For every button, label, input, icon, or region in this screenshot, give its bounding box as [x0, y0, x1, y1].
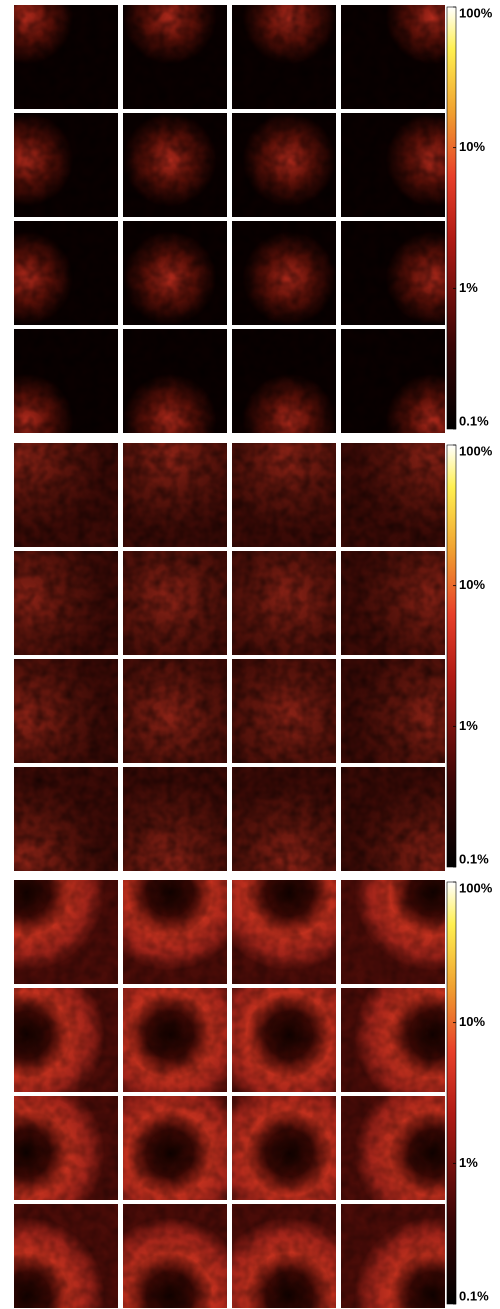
colorbar-tick-label: 1% [459, 280, 478, 295]
tile-texture [341, 5, 445, 109]
colorbar-tick-label: 10% [459, 139, 485, 154]
tile-texture [123, 443, 227, 547]
tile-texture [123, 551, 227, 655]
tile-texture [123, 113, 227, 217]
colorbar [447, 882, 456, 1304]
tile-texture [14, 5, 118, 109]
tile-texture [232, 1096, 336, 1200]
tile-texture [341, 1096, 445, 1200]
tile-texture [232, 988, 336, 1092]
tile-texture [123, 988, 227, 1092]
tile-texture [14, 1204, 118, 1308]
tile-texture [232, 659, 336, 763]
colorbar-tick-label: 100% [459, 880, 493, 895]
tile-texture [232, 443, 336, 547]
tile-texture [232, 551, 336, 655]
tile-texture [123, 1204, 227, 1308]
tile-texture [232, 880, 336, 984]
tile-texture [341, 767, 445, 871]
tile-texture [14, 443, 118, 547]
colorbar [447, 7, 456, 429]
colorbar-tick-label: 100% [459, 443, 493, 458]
tile-texture [341, 1204, 445, 1308]
figure: 0.1% 1% 10% 100% 0.1% 1% 10% 100% 0.1% 1% 10% 100% [0, 0, 500, 1309]
tile-texture [341, 113, 445, 217]
tile-texture [123, 1096, 227, 1200]
tile-texture [14, 659, 118, 763]
tile-texture [232, 221, 336, 325]
tile-texture [123, 880, 227, 984]
tile-texture [123, 659, 227, 763]
tile-texture [14, 988, 118, 1092]
tile-texture [341, 551, 445, 655]
tile-texture [123, 329, 227, 433]
tile-texture [14, 113, 118, 217]
tile-texture [341, 659, 445, 763]
colorbar-tick-label: 100% [459, 5, 493, 20]
tile-texture [232, 113, 336, 217]
tile-texture [123, 767, 227, 871]
colorbar-tick-label: 1% [459, 1155, 478, 1170]
tile-texture [341, 221, 445, 325]
tile-texture [14, 880, 118, 984]
tile-texture [232, 1204, 336, 1308]
tile-texture [14, 1096, 118, 1200]
colorbar-tick-label: 10% [459, 577, 485, 592]
tile-texture [123, 221, 227, 325]
colorbar-tick-label: 0.1% [459, 1288, 489, 1303]
tile-texture [341, 329, 445, 433]
tile-texture [14, 221, 118, 325]
tile-texture [123, 5, 227, 109]
colorbar-tick-label: 0.1% [459, 413, 489, 428]
tile-texture [14, 767, 118, 871]
tile-texture [14, 329, 118, 433]
tile-texture [341, 880, 445, 984]
tile-texture [341, 443, 445, 547]
colorbar-tick-label: 10% [459, 1014, 485, 1029]
colorbar-tick-label: 1% [459, 718, 478, 733]
tile-texture [14, 551, 118, 655]
tile-texture [341, 988, 445, 1092]
tile-texture [232, 5, 336, 109]
tile-texture [232, 329, 336, 433]
colorbar [447, 445, 456, 867]
tile-texture [232, 767, 336, 871]
colorbar-tick-label: 0.1% [459, 851, 489, 866]
